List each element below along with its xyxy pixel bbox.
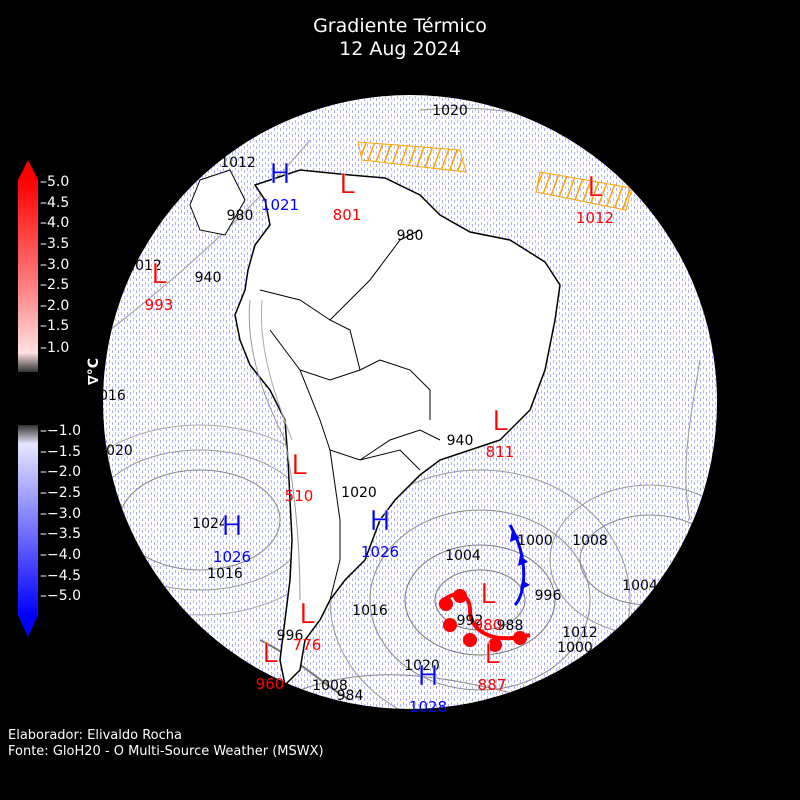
pressure-symbol: L: [262, 636, 278, 669]
isobar-label: 1020: [432, 103, 468, 119]
isobar-label: 940: [447, 433, 474, 449]
pressure-symbol: H: [369, 504, 390, 537]
pressure-value: 1026: [213, 548, 251, 566]
source-credit: Fonte: GloH20 - O Multi-Source Weather (…: [8, 744, 324, 759]
globe: [103, 95, 717, 709]
low-pressure-center: L 776: [293, 597, 322, 654]
pressure-value: 960: [256, 675, 285, 693]
pressure-symbol: L: [484, 637, 500, 670]
isobar-label: 996: [277, 628, 304, 644]
isobar-label: 1012: [220, 155, 256, 171]
pressure-symbol: L: [339, 167, 355, 200]
colorbar-tick: –−3.5: [40, 526, 81, 542]
pressure-symbol: L: [291, 448, 307, 481]
low-pressure-center: L 1012: [576, 170, 614, 227]
colorbar-tick: –1.5: [40, 318, 70, 334]
colorbar-tick: –3.5: [40, 236, 70, 252]
isobar-label: 1016: [352, 603, 388, 619]
colorbar-tick: –−4.0: [40, 547, 81, 563]
low-pressure-center: L 801: [333, 167, 362, 224]
pressure-symbol: L: [151, 257, 167, 290]
isobar-label: 1004: [445, 548, 481, 564]
pressure-value: 887: [478, 676, 507, 694]
pressure-value: 1021: [261, 196, 299, 214]
colorbar-tick: –−1.0: [40, 423, 81, 439]
colorbar-negative: [18, 425, 38, 637]
isobar-label: 1024: [192, 516, 228, 532]
isobar-label: 1008: [312, 678, 348, 694]
isobar-label: 980: [227, 208, 254, 224]
isobar-label: 992: [457, 613, 484, 629]
isobar-label: 1020: [341, 485, 377, 501]
colorbar-tick: –3.0: [40, 257, 70, 273]
high-pressure-center: H 1028: [409, 659, 447, 716]
isobar-label: 1016: [207, 566, 243, 582]
pressure-symbol: L: [480, 577, 496, 610]
low-pressure-center: L 960: [256, 636, 285, 693]
pressure-value: 980: [474, 616, 503, 634]
high-pressure-center: H 1026: [361, 504, 399, 561]
isobar-label: 996: [535, 588, 562, 604]
author-credit: Elaborador: Elivaldo Rocha: [8, 728, 182, 743]
isobar-label: 1012: [562, 625, 598, 641]
colorbar-tick: –4.5: [40, 195, 70, 211]
pressure-symbol: H: [269, 157, 290, 190]
colorbar-tick: –4.0: [40, 215, 70, 231]
low-pressure-center: L 887: [478, 637, 507, 694]
low-pressure-center: L 811: [486, 404, 515, 461]
colorbar-tick: –2.0: [40, 298, 70, 314]
isobar-label: 1016: [90, 388, 126, 404]
map-date: 12 Aug 2024: [339, 38, 461, 60]
isobar-label: 980: [397, 228, 424, 244]
isobar-labels: 1020 1012 980 940 980 1012 1016 1020 940 1020 1024…: [90, 103, 658, 704]
colorbar-tick: –−5.0: [40, 588, 81, 604]
low-pressure-center: L 510: [285, 448, 314, 505]
pressure-centers: H 1021 L 801 L 1012 L 993 L 811 L 510 H 1026 H 1026 L 980…: [145, 157, 614, 716]
pressure-symbol: H: [221, 509, 242, 542]
pressure-symbol: L: [299, 597, 315, 630]
pressure-value: 811: [486, 443, 515, 461]
pressure-symbol: L: [492, 404, 508, 437]
isobar-label: 1000: [517, 533, 553, 549]
map-title: Gradiente Térmico: [313, 15, 487, 37]
isobar-label: 940: [195, 270, 222, 286]
high-pressure-center: H 1021: [261, 157, 299, 214]
isobar-label: 984: [337, 688, 364, 704]
pressure-value: 801: [333, 206, 362, 224]
colorbar-tick: –2.5: [40, 277, 70, 293]
isobar-label: 1012: [126, 258, 162, 274]
pressure-symbol: H: [417, 659, 438, 692]
pressure-value: 1028: [409, 698, 447, 716]
pressure-value: 510: [285, 487, 314, 505]
colorbar-tick: –−4.5: [40, 568, 81, 584]
isobar-label: 988: [497, 618, 524, 634]
isobar-label: 1020: [404, 658, 440, 674]
isobar-label: 1000: [557, 640, 593, 656]
isobar-label: 1004: [622, 578, 658, 594]
colorbar-tick: –−2.5: [40, 485, 81, 501]
isobar-label: 1008: [572, 533, 608, 549]
isobar-label: 1020: [97, 443, 133, 459]
colorbar-tick: –−2.0: [40, 464, 81, 480]
low-pressure-center: L 980: [474, 577, 503, 634]
colorbar-tick: –−3.0: [40, 506, 81, 522]
colorbar-tick: –5.0: [40, 174, 70, 190]
pressure-value: 993: [145, 296, 174, 314]
colorbar-label: ∇°C: [86, 357, 102, 385]
colorbar-tick: –1.0: [40, 340, 70, 356]
low-pressure-center: L 993: [145, 257, 174, 314]
colorbar-tick: –−1.5: [40, 444, 81, 460]
colorbar-positive: [18, 160, 38, 372]
pressure-value: 1026: [361, 543, 399, 561]
pressure-symbol: L: [587, 170, 603, 203]
high-pressure-center: H 1026: [213, 509, 251, 566]
pressure-value: 776: [293, 636, 322, 654]
pressure-value: 1012: [576, 209, 614, 227]
